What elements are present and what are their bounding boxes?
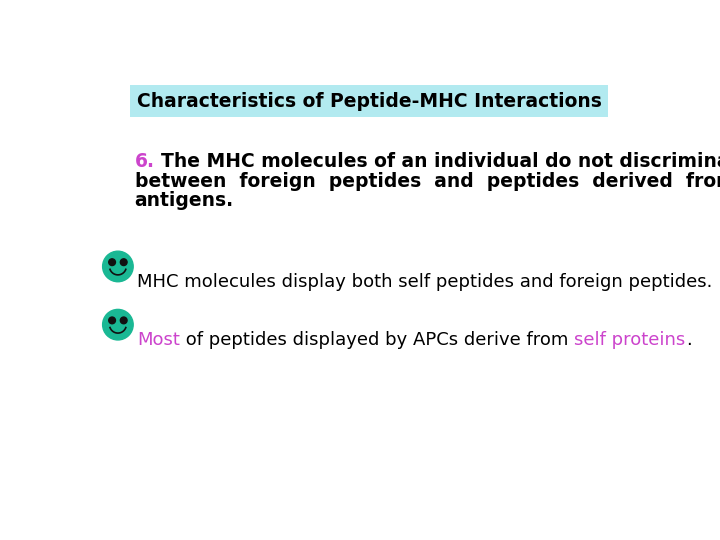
Text: between  foreign  peptides  and  peptides  derived  from  self: between foreign peptides and peptides de… (135, 172, 720, 191)
Text: self proteins: self proteins (575, 331, 685, 349)
Text: .: . (685, 331, 691, 349)
Text: of peptides displayed by APCs derive from: of peptides displayed by APCs derive fro… (180, 331, 575, 349)
Text: 6.: 6. (135, 152, 155, 171)
Text: antigens.: antigens. (135, 191, 234, 210)
Text: Most: Most (138, 331, 180, 349)
Text: The MHC molecules of an individual do not discriminate: The MHC molecules of an individual do no… (161, 152, 720, 171)
Text: 6.: 6. (135, 152, 161, 171)
Text: MHC molecules display both self peptides and foreign peptides.: MHC molecules display both self peptides… (138, 273, 713, 291)
Text: Characteristics of Peptide-MHC Interactions: Characteristics of Peptide-MHC Interacti… (137, 92, 601, 111)
